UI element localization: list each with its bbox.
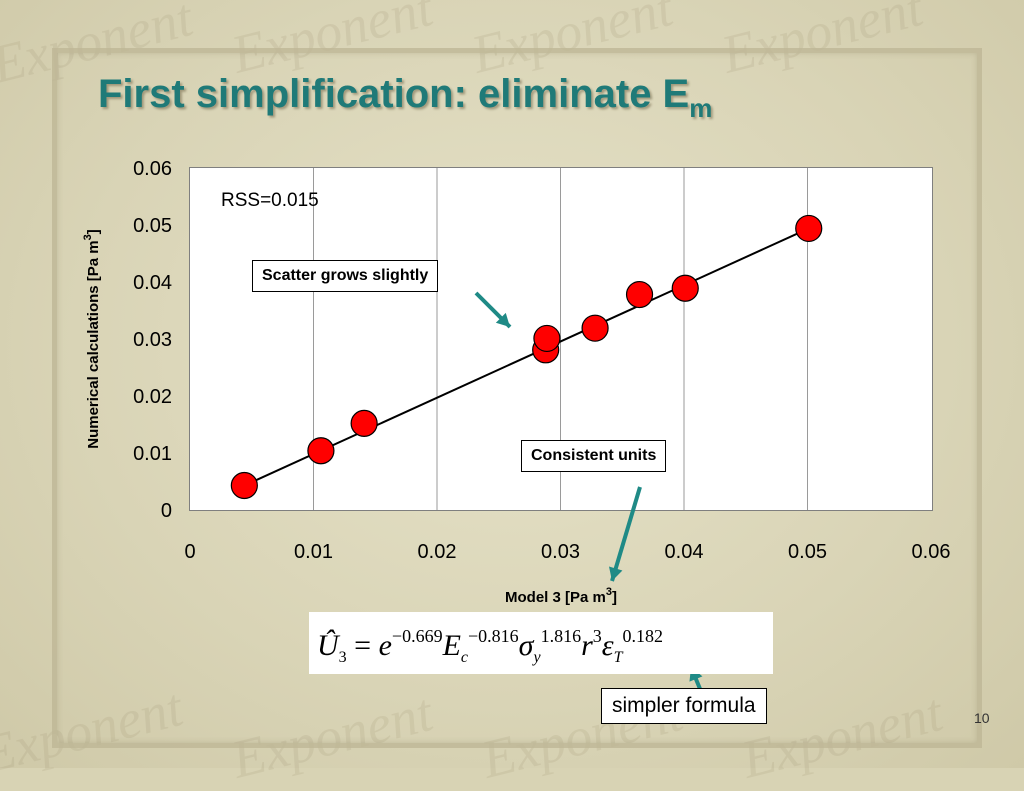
- units-arrow-head: [609, 566, 623, 581]
- y-tick-label: 0: [161, 500, 172, 522]
- slide-title: First simplification: eliminate Em: [98, 72, 712, 124]
- y-tick-labels: 0 0.01 0.02 0.03 0.04 0.05 0.06: [133, 158, 172, 522]
- scatter-chart: 00.010.020.030.040.050.06 0 0.01 0.02 0.03 0…: [82, 158, 950, 702]
- x-axis-title-text: Model 3 [Pa m: [505, 589, 606, 606]
- y-tick-label: 0.04: [133, 272, 172, 294]
- formula-sigma-exp: 1.816: [540, 626, 582, 646]
- scatter-arrow: [474, 291, 512, 329]
- formula-eps: ε: [601, 629, 614, 662]
- y-tick-label: 0.05: [133, 215, 172, 237]
- data-point: [350, 409, 378, 437]
- units-arrow-shaft: [610, 486, 642, 582]
- formula-eps-sub: T: [613, 649, 623, 666]
- formula-lhs: Û: [317, 629, 339, 662]
- y-tick-label: 0.03: [133, 329, 172, 351]
- x-tick-label: 0.01: [294, 541, 333, 563]
- formula-sigma: σ: [518, 629, 534, 662]
- x-tick-label: 0: [184, 541, 195, 563]
- rss-label: RSS=0.015: [221, 190, 319, 211]
- x-tick-label: 0.04: [665, 541, 704, 563]
- units-arrow: [609, 486, 642, 582]
- x-axis-title: Model 3 [Pa m3]: [505, 586, 617, 606]
- scatter-callout: Scatter grows slightly: [252, 260, 439, 292]
- y-tick-label: 0.06: [133, 158, 172, 180]
- formula-e-exp: −0.669: [391, 626, 443, 646]
- x-tick-label: 0.06: [912, 541, 951, 563]
- y-tick-label: 0.02: [133, 386, 172, 408]
- units-callout: Consistent units: [521, 440, 667, 472]
- x-tick-label: 0.05: [788, 541, 827, 563]
- formula-E-sub: c: [460, 649, 469, 666]
- data-point: [307, 437, 335, 465]
- formula-e: e: [378, 629, 392, 662]
- x-tick-label: 0.03: [541, 541, 580, 563]
- data-point: [230, 471, 258, 500]
- fit-line-layer: [243, 227, 810, 487]
- scatter-arrow-head: [495, 312, 510, 327]
- data-point: [533, 324, 561, 353]
- formula-eps-exp: 0.182: [622, 626, 664, 646]
- simpler-formula-callout: simpler formula: [601, 688, 767, 724]
- x-axis-title-end: ]: [612, 589, 617, 606]
- slide-frame: [52, 48, 982, 748]
- formula-r-exp: 3: [592, 626, 602, 646]
- data-point: [671, 274, 699, 302]
- y-axis-title-end: ]: [85, 229, 102, 234]
- formula-sigma-sub: y: [533, 649, 541, 666]
- formula-equals: =: [346, 629, 379, 662]
- data-point: [581, 314, 609, 342]
- x-tick-labels: 0 0.01 0.02 0.03 0.04 0.05 0.06: [184, 541, 950, 563]
- y-axis-title-text: Numerical calculations [Pa m: [85, 240, 102, 448]
- formula-E-exp: −0.816: [468, 626, 519, 646]
- data-points: [230, 214, 823, 500]
- y-axis-title: Numerical calculations [Pa m3]: [82, 229, 102, 449]
- formula-E: E: [442, 629, 461, 662]
- fit-line: [243, 227, 810, 487]
- x-tick-label: 0.02: [418, 541, 457, 563]
- x-axis-title-sup: 3: [606, 586, 612, 598]
- formula-r: r: [581, 629, 593, 662]
- slide-title-text: First simplification: eliminate E: [98, 72, 690, 116]
- formula: Û3 = e−0.669Ec−0.816σy1.816r3εT0.182: [317, 626, 663, 667]
- formula-box: Û3 = e−0.669Ec−0.816σy1.816r3εT0.182: [309, 612, 773, 674]
- formula-lhs-sub: 3: [338, 649, 347, 666]
- page-number: 10: [974, 710, 990, 726]
- y-axis-title-sup: 3: [82, 234, 94, 240]
- data-point: [795, 214, 823, 243]
- slide-title-subscript: m: [689, 93, 713, 123]
- y-tick-label: 0.01: [133, 443, 172, 465]
- data-point: [625, 280, 654, 309]
